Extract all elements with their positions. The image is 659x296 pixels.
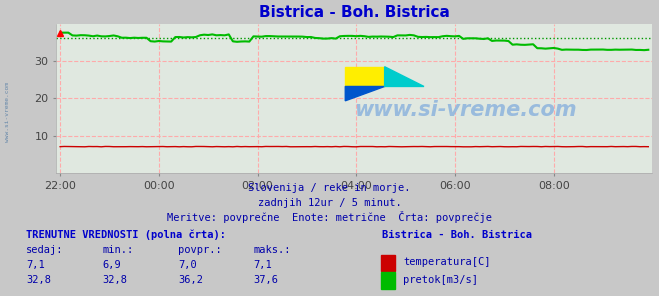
- Text: Meritve: povprečne  Enote: metrične  Črta: povprečje: Meritve: povprečne Enote: metrične Črta:…: [167, 210, 492, 223]
- Polygon shape: [385, 67, 424, 86]
- Text: www.si-vreme.com: www.si-vreme.com: [5, 83, 11, 142]
- Text: 7,0: 7,0: [178, 260, 196, 270]
- Text: 37,6: 37,6: [254, 275, 279, 285]
- Text: Slovenija / reke in morje.: Slovenija / reke in morje.: [248, 183, 411, 193]
- Text: 7,1: 7,1: [26, 260, 45, 270]
- Polygon shape: [345, 86, 385, 101]
- Text: 36,2: 36,2: [178, 275, 203, 285]
- Text: TRENUTNE VREDNOSTI (polna črta):: TRENUTNE VREDNOSTI (polna črta):: [26, 230, 226, 240]
- Text: sedaj:: sedaj:: [26, 245, 64, 255]
- Text: 32,8: 32,8: [102, 275, 127, 285]
- Text: pretok[m3/s]: pretok[m3/s]: [403, 275, 478, 285]
- Text: temperatura[C]: temperatura[C]: [403, 257, 491, 267]
- Polygon shape: [345, 67, 385, 86]
- Text: 32,8: 32,8: [26, 275, 51, 285]
- Text: maks.:: maks.:: [254, 245, 291, 255]
- Text: povpr.:: povpr.:: [178, 245, 221, 255]
- Title: Bistrica - Boh. Bistrica: Bistrica - Boh. Bistrica: [259, 5, 449, 20]
- Text: min.:: min.:: [102, 245, 133, 255]
- Text: 7,1: 7,1: [254, 260, 272, 270]
- Text: zadnjih 12ur / 5 minut.: zadnjih 12ur / 5 minut.: [258, 198, 401, 208]
- Text: Bistrica - Boh. Bistrica: Bistrica - Boh. Bistrica: [382, 230, 532, 240]
- Text: www.si-vreme.com: www.si-vreme.com: [355, 100, 577, 120]
- Text: 6,9: 6,9: [102, 260, 121, 270]
